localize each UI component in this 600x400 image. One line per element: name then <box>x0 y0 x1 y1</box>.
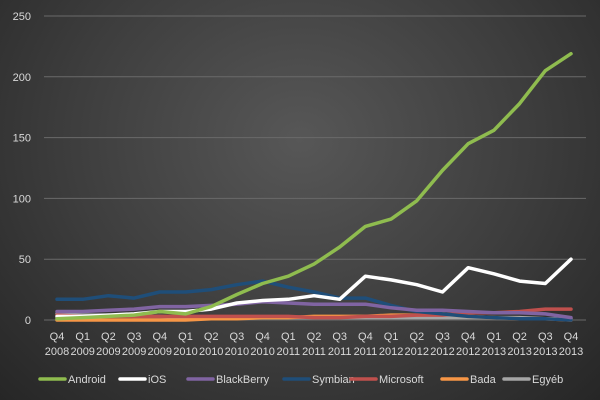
x-tick-quarter: Q4 <box>461 331 476 343</box>
x-tick-year: 2012 <box>430 346 454 358</box>
x-tick-year: 2013 <box>507 346 531 358</box>
x-tick-year: 2008 <box>45 346 69 358</box>
x-tick-year: 2009 <box>122 346 146 358</box>
x-tick-quarter: Q1 <box>487 331 502 343</box>
y-tick-label: 150 <box>13 133 31 145</box>
y-tick-label: 100 <box>13 193 31 205</box>
x-tick-quarter: Q2 <box>409 331 424 343</box>
x-tick-quarter: Q1 <box>384 331 399 343</box>
series-lines <box>55 51 573 322</box>
series-line-android <box>55 51 573 321</box>
x-tick-quarter: Q3 <box>538 331 553 343</box>
legend-label: Egyéb <box>532 374 563 386</box>
x-tick-quarter: Q3 <box>332 331 347 343</box>
x-tick-quarter: Q4 <box>255 331 270 343</box>
x-tick-year: 2013 <box>533 346 557 358</box>
x-tick-year: 2010 <box>250 346 274 358</box>
x-tick-quarter: Q1 <box>281 331 296 343</box>
legend-label: BlackBerry <box>216 374 270 386</box>
x-tick-quarter: Q1 <box>75 331 90 343</box>
y-tick-label: 0 <box>25 315 31 327</box>
x-tick-year: 2010 <box>225 346 249 358</box>
x-tick-quarter: Q3 <box>127 331 142 343</box>
legend-label: Microsoft <box>379 374 424 386</box>
x-tick-year: 2013 <box>559 346 583 358</box>
x-tick-year: 2013 <box>482 346 506 358</box>
x-tick-quarter: Q2 <box>307 331 322 343</box>
x-tick-quarter: Q4 <box>50 331 65 343</box>
x-tick-quarter: Q2 <box>512 331 527 343</box>
x-tick-quarter: Q3 <box>230 331 245 343</box>
x-tick-quarter: Q3 <box>435 331 450 343</box>
x-tick-quarter: Q1 <box>178 331 193 343</box>
legend-label: Android <box>68 374 106 386</box>
x-tick-year: 2012 <box>456 346 480 358</box>
x-tick-year: 2009 <box>70 346 94 358</box>
y-axis-ticks: 0 50 100 150 200 250 <box>13 11 31 327</box>
grid <box>44 15 586 321</box>
legend-label: Bada <box>470 374 497 386</box>
x-tick-year: 2011 <box>302 346 326 358</box>
x-tick-year: 2011 <box>276 346 300 358</box>
x-axis-ticks: Q4 2008 Q1 2009 Q2 2009 Q3 2009 Q4 2009 Q1 2010 Q2 20… <box>45 331 583 358</box>
x-tick-year: 2010 <box>199 346 223 358</box>
x-tick-year: 2011 <box>328 346 352 358</box>
x-tick-year: 2012 <box>379 346 403 358</box>
x-tick-quarter: Q2 <box>204 331 219 343</box>
x-tick-year: 2010 <box>173 346 197 358</box>
x-tick-quarter: Q4 <box>358 331 373 343</box>
y-tick-label: 250 <box>13 11 31 23</box>
x-tick-year: 2009 <box>148 346 172 358</box>
legend: Android iOS BlackBerry Symbian Microsoft Bada… <box>38 374 563 386</box>
legend-label: iOS <box>148 374 166 386</box>
series-line-blackberry <box>55 300 573 320</box>
x-tick-year: 2009 <box>96 346 120 358</box>
x-tick-quarter: Q4 <box>564 331 579 343</box>
x-tick-quarter: Q4 <box>152 331 167 343</box>
legend-label: Symbian <box>312 374 355 386</box>
x-tick-quarter: Q2 <box>101 331 116 343</box>
y-tick-label: 50 <box>19 254 31 266</box>
series-line-symbian <box>55 279 573 322</box>
x-tick-year: 2011 <box>354 346 378 358</box>
y-tick-label: 200 <box>13 72 31 84</box>
x-tick-year: 2012 <box>405 346 429 358</box>
